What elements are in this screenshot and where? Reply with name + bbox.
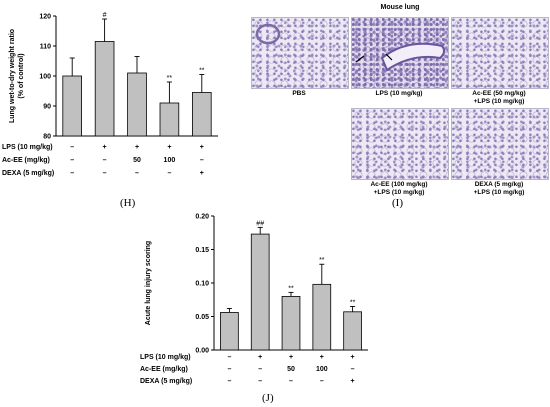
j-bar [343,311,362,351]
panel-h-letter: (H) [120,197,136,209]
h-bar [159,102,180,137]
j-treatment-cell: + [289,354,293,361]
j-treatment-cell: 100 [316,366,328,373]
vessel-shape [355,42,446,72]
j-bar [312,283,332,351]
h-treatment-cell: – [70,157,74,164]
j-y-tick-label: 0.10 [195,281,209,288]
micrograph-label-acee-100: Ac-EE (100 mg/kg) +LPS (10 mg/kg) [370,181,428,196]
j-treatment-cell: – [351,366,355,373]
j-treatment-cell: – [227,354,231,361]
h-y-tick-label: 100 [39,74,51,81]
j-treatment-cell: + [258,354,262,361]
panel-i-letter: (I) [392,197,403,209]
micrograph-label-dexa: DEXA (5 mg/kg) +LPS (10 mg/kg) [473,181,525,196]
airway-shape [255,23,281,45]
h-bar [192,92,212,137]
h-treatment-cell: – [200,157,204,164]
micrograph-label-acee-50: Ac-EE (50 mg/kg) +LPS (10 mg/kg) [472,90,526,105]
h-treatment-cell: 50 [133,157,141,164]
panel-j-chart: 0.00 0.05 0.10 0.15 0.20 Acute lung injury sc… [140,214,368,385]
h-treatment-cell: + [103,144,107,151]
h-bar [94,41,115,137]
panel-j-letter: (J) [262,392,274,404]
h-treatment-cell: + [167,144,171,151]
micrograph-dexa [451,108,549,180]
h-y-axis-label: Lung wet-to-dry weight ratio [9,29,16,123]
j-treatment-label: Ac-EE (mg/kg) [140,366,188,373]
h-treatment-cell: – [70,144,74,151]
j-y-axis-label: Acute lung injury scoring [145,241,152,325]
j-significance-mark: ## [256,220,264,227]
micrograph-lps [351,17,449,89]
j-significance-mark: ** [319,257,325,264]
h-treatment-cell: + [200,144,204,151]
j-treatment-label: LPS (10 mg/kg) [140,354,191,361]
micrograph-acee-100 [351,108,449,180]
j-bar [220,312,239,351]
h-y-tick-label: 120 [39,14,51,21]
h-treatment-label: Ac-EE (mg/kg) [2,157,50,164]
j-bar [250,233,270,351]
j-treatment-cell: – [289,378,293,385]
h-treatment-label: LPS (10 mg/kg) [2,144,53,151]
j-significance-mark: ** [350,299,356,306]
j-treatment-cell: + [320,354,324,361]
j-y-tick-label: 0.20 [195,214,209,221]
j-treatment-cell: + [351,378,355,385]
h-bar [127,72,147,137]
panel-h-chart: 80 90 100 110 120 Lung wet-to-dry weight rati… [2,12,218,177]
h-treatment-cell: – [167,170,171,177]
h-y-axis-label: (% of control) [18,53,25,98]
h-y-tick-label: 80 [43,134,51,141]
h-significance-mark: # [103,12,107,19]
h-treatment-cell: – [103,157,107,164]
h-treatment-cell: 100 [164,157,176,164]
j-y-tick-label: 0.05 [195,314,209,321]
j-treatment-cell: – [258,378,262,385]
micrograph-pbs [251,17,349,89]
j-y-tick-label: 0.15 [195,247,209,254]
h-y-tick-label: 110 [40,44,51,51]
j-treatment-cell: + [351,354,355,361]
j-treatment-cell: – [320,378,324,385]
j-bar [281,296,301,351]
micrograph-label-lps: LPS (10 mg/kg) [375,90,423,97]
h-significance-mark: ** [199,68,205,75]
h-treatment-cell: – [103,170,107,177]
panel-i-title: Mouse lung [380,4,420,11]
j-treatment-cell: 50 [287,366,295,373]
j-significance-mark: ** [288,285,294,292]
h-treatment-cell: – [70,170,74,177]
h-treatment-cell: + [200,170,204,177]
j-treatment-cell: – [227,366,231,373]
h-treatment-label: DEXA (5 mg/kg) [2,170,54,177]
j-treatment-cell: – [258,366,262,373]
micrograph-acee-50 [451,17,549,89]
h-treatment-cell: – [135,170,139,177]
j-treatment-label: DEXA (5 mg/kg) [140,378,192,385]
h-treatment-cell: + [135,144,139,151]
h-bar [62,75,82,137]
j-y-tick-label: 0.00 [195,348,209,355]
h-y-tick-label: 90 [43,104,51,111]
h-significance-mark: ** [167,75,173,82]
micrograph-label-pbs: PBS [292,90,306,97]
j-treatment-cell: – [227,378,231,385]
